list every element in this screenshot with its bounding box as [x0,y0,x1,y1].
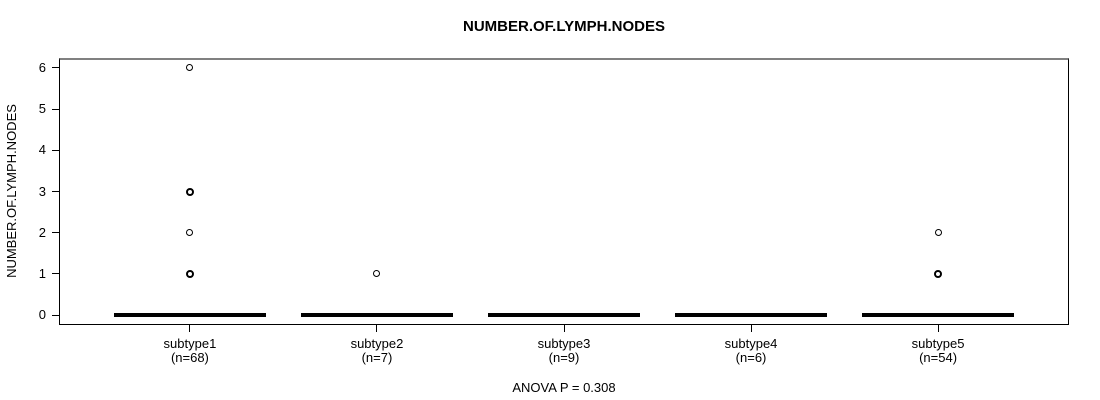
group-name: subtype5 [911,336,965,351]
group-name: subtype4 [724,336,778,351]
x-axis-tick [376,325,378,332]
outlier-point [185,269,194,278]
group-sample-size: (n=9) [548,350,580,365]
outlier-point [186,64,194,72]
y-axis-tick [52,273,59,275]
group-sample-size: (n=7) [361,350,393,365]
x-axis-tick [750,325,752,332]
y-axis-tick-label: 4 [38,142,46,158]
y-axis-tick [52,314,59,316]
y-axis-tick [52,232,59,234]
group-name: subtype3 [537,336,591,351]
y-axis-tick-label: 5 [38,101,46,117]
group-name: subtype1 [163,336,217,351]
group-sample-size: (n=68) [170,350,209,365]
outlier-point [186,229,194,237]
y-axis-tick-label: 1 [38,265,46,281]
boxplot-median-line [675,313,828,318]
x-axis-group-label: subtype2 (n=7) [297,337,457,365]
chart-title: NUMBER.OF.LYMPH.NODES [463,18,665,35]
outlier-point [934,269,943,278]
group-sample-size: (n=54) [919,350,958,365]
x-axis-group-label: subtype5 (n=54) [858,337,1018,365]
x-axis-group-label: subtype3 (n=9) [484,337,644,365]
y-axis-tick [52,67,59,69]
x-axis-tick [189,325,191,332]
y-axis-tick-label: 2 [38,224,46,240]
boxplot-median-line [113,313,266,318]
y-axis-tick [52,149,59,151]
boxplot-median-line [300,313,453,318]
x-axis-tick [563,325,565,332]
y-axis-tick [52,191,59,192]
group-name: subtype2 [350,336,404,351]
plot-area [59,58,1069,325]
y-axis-tick-label: 6 [38,59,46,75]
x-axis-tick [937,325,939,332]
boxplot-median-line [862,313,1015,318]
x-axis-group-label: subtype4 (n=6) [671,337,831,365]
y-axis-tick [52,108,59,110]
x-axis-group-label: subtype1 (n=68) [110,337,270,365]
boxplot-median-line [488,313,640,318]
outlier-point [934,229,942,237]
outlier-point [373,270,381,278]
outlier-point [185,187,194,196]
y-axis-tick-label: 3 [38,183,46,199]
y-axis-tick-label: 0 [38,307,46,323]
anova-p-value-label: ANOVA P = 0.308 [512,380,616,395]
group-sample-size: (n=6) [735,350,767,365]
